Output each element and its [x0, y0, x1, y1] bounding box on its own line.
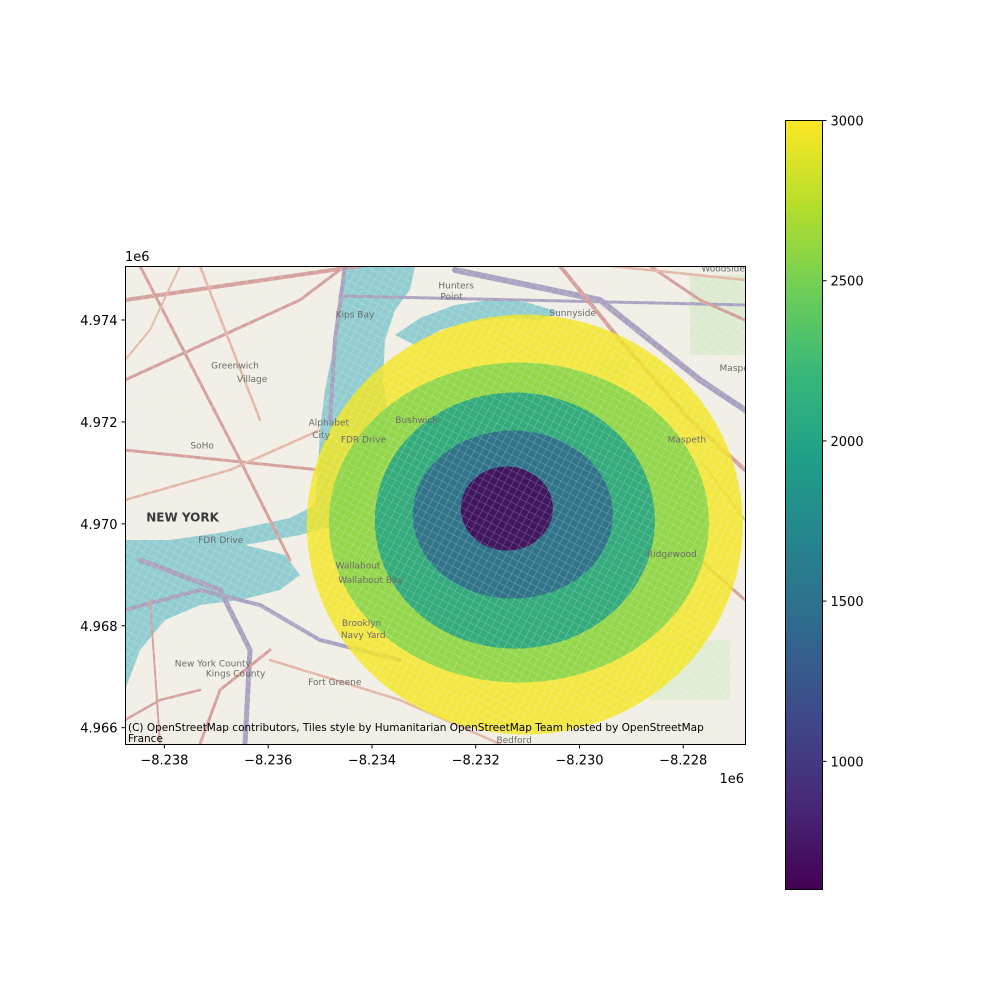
basemap-label: Maspeth	[668, 435, 706, 445]
colorbar-frame	[785, 120, 823, 890]
x-tick-label: −8.234	[348, 754, 396, 769]
basemap-label: New York County	[175, 660, 252, 670]
y-tick-label: 4.966	[80, 722, 117, 737]
basemap-label: NEW YORK	[146, 510, 219, 524]
x-offset-label: 1e6	[719, 772, 744, 787]
attribution-line-1: (C) OpenStreetMap contributors, Tiles st…	[128, 722, 704, 734]
basemap-label: Woodside	[701, 265, 745, 275]
axes-frame	[125, 266, 746, 745]
basemap-label: Ridgewood	[647, 550, 697, 560]
basemap-labels: NEW YORK Greenwich Village SoHo Alphabet City…	[146, 265, 758, 746]
y-tick-label: 4.972	[80, 416, 117, 431]
x-tick-label: −8.230	[555, 754, 603, 769]
basemap-label: Bushwick	[395, 416, 438, 426]
colorbar-ticks: 1000 1500 2000 2500 3000	[822, 115, 864, 770]
colorbar: 1000 1500 2000 2500 3000	[785, 115, 864, 890]
basemap-label: SoHo	[190, 441, 214, 451]
x-tick-label: −8.228	[659, 754, 707, 769]
basemap-label: Fort Greene	[308, 678, 362, 688]
basemap-label: Village	[237, 375, 268, 385]
basemap-label: FDR Drive	[198, 536, 244, 546]
y-tick-label: 4.974	[80, 314, 117, 329]
colorbar-tick-label: 2500	[831, 275, 864, 290]
x-axis-ticks: −8.238 −8.236 −8.234 −8.232 −8.230 −8.228	[140, 744, 707, 769]
basemap-label: Wallabout Bay	[338, 576, 403, 586]
y-tick-label: 4.968	[80, 620, 117, 635]
colorbar-tick-label: 1500	[831, 595, 864, 610]
basemap-label: Kips Bay	[336, 310, 375, 320]
colorbar-tick-label: 3000	[831, 115, 864, 130]
basemap-label: Sunnyside	[549, 309, 596, 319]
basemap-label: Navy Yard	[341, 631, 386, 641]
y-offset-label: 1e6	[125, 250, 150, 265]
basemap-label: Wallabout	[336, 562, 381, 572]
isochrone-bands	[306, 314, 743, 735]
basemap-label: Brooklyn	[342, 619, 381, 629]
colorbar-gradient	[785, 120, 823, 890]
basemap-label: FDR Drive	[341, 435, 387, 445]
basemap-label: City	[312, 431, 330, 441]
basemap-label: Greenwich	[211, 361, 259, 371]
colorbar-tick-label: 2000	[831, 435, 864, 450]
basemap-label: Kings County	[206, 670, 266, 680]
isochrone-band-600	[460, 466, 553, 551]
map-axes: NEW YORK Greenwich Village SoHo Alphabet City…	[80, 250, 758, 787]
basemap-label: Bedford	[496, 736, 531, 746]
basemap-label: Alphabet	[309, 418, 350, 428]
x-tick-label: −8.232	[452, 754, 500, 769]
x-tick-label: −8.238	[140, 754, 188, 769]
y-axis-ticks: 4.966 4.968 4.970 4.972 4.974	[80, 314, 126, 737]
basemap-label: Point	[440, 293, 463, 303]
attribution-line-2: France	[128, 733, 163, 745]
basemap-label: Maspeth	[720, 364, 758, 374]
y-tick-label: 4.970	[80, 518, 117, 533]
basemap-label: Hunters	[438, 281, 474, 291]
colorbar-tick-label: 1000	[831, 755, 864, 770]
x-tick-label: −8.236	[244, 754, 292, 769]
